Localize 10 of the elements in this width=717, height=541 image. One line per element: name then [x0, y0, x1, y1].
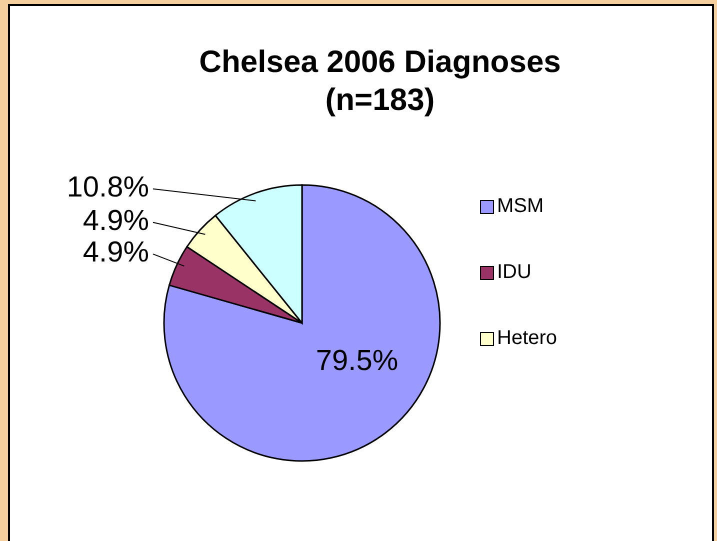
chart-subtitle: (n=183) [325, 82, 435, 117]
chart-title: Chelsea 2006 Diagnoses [199, 44, 561, 79]
pie-slice [163, 184, 441, 462]
legend-label: MSM [497, 195, 544, 218]
data-label: 4.9% [82, 236, 149, 269]
legend-label: Hetero [497, 327, 558, 350]
data-label: 10.8% [66, 172, 149, 204]
data-label: 4.9% [82, 204, 149, 237]
legend-label: IDU [497, 261, 532, 284]
data-label: 79.5% [316, 344, 398, 377]
